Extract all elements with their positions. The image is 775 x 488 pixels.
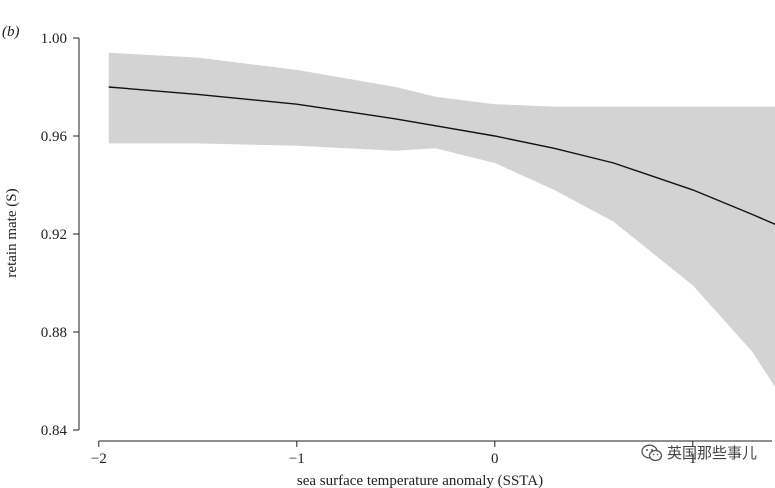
panel-label: (b) — [2, 24, 20, 40]
x-axis-title: sea surface temperature anomaly (SSTA) — [297, 473, 543, 488]
series-line-0 — [108, 86, 775, 226]
y-tick-label: 0.88 — [41, 325, 67, 341]
x-tick-label: −1 — [289, 451, 305, 467]
x-tick-label: 0 — [491, 451, 499, 467]
y-tick-label: 0.84 — [41, 423, 68, 439]
y-tick-label: 1.00 — [41, 31, 67, 47]
x-tick-label: 1 — [689, 451, 697, 467]
watermark-text: 英国那些事儿 — [666, 444, 757, 462]
plot-area — [108, 52, 775, 387]
x-tick-label: −2 — [91, 451, 107, 467]
y-axis: 0.84 0.88 0.92 0.96 1.00 — [41, 31, 80, 439]
watermark: 英国那些事儿 — [641, 442, 757, 463]
wechat-icon — [641, 444, 663, 461]
confidence-band — [108, 52, 775, 387]
y-tick-label: 0.92 — [41, 227, 67, 243]
y-tick-label: 0.96 — [41, 129, 68, 145]
x-axis: −2 −1 0 1 — [91, 440, 772, 467]
y-axis-title: retain mate (S) — [4, 188, 20, 277]
